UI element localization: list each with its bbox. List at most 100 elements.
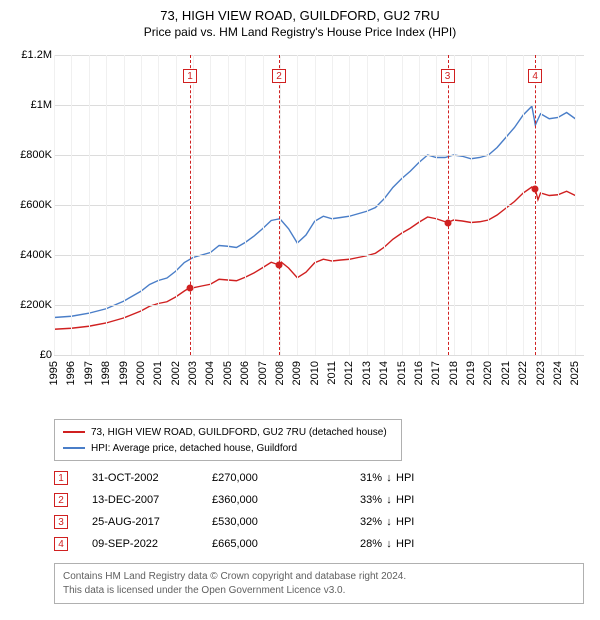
gridline-h xyxy=(54,155,584,156)
gridline-v xyxy=(523,55,524,355)
sale-row-pct: 31% xyxy=(332,472,382,484)
sale-row-pct: 28% xyxy=(332,538,382,550)
x-tick-label: 2013 xyxy=(361,361,373,385)
sale-row-pct: 33% xyxy=(332,494,382,506)
gridline-h xyxy=(54,105,584,106)
gridline-v xyxy=(71,55,72,355)
legend-swatch xyxy=(63,447,85,449)
sale-row-price: £530,000 xyxy=(212,516,332,528)
sale-marker-line xyxy=(279,55,280,355)
x-tick-label: 2005 xyxy=(222,361,234,385)
legend-swatch xyxy=(63,431,85,433)
x-tick-label: 2001 xyxy=(152,361,164,385)
gridline-v xyxy=(158,55,159,355)
x-tick-label: 1997 xyxy=(83,361,95,385)
gridline-v xyxy=(315,55,316,355)
x-tick-label: 2014 xyxy=(378,361,390,385)
sale-row-date: 13-DEC-2007 xyxy=(92,494,212,506)
x-tick-label: 2019 xyxy=(465,361,477,385)
sale-marker-dot xyxy=(532,185,539,192)
x-tick-label: 2020 xyxy=(482,361,494,385)
page-title: 73, HIGH VIEW ROAD, GUILDFORD, GU2 7RU xyxy=(8,8,592,23)
gridline-h xyxy=(54,255,584,256)
gridline-v xyxy=(384,55,385,355)
x-tick-label: 2016 xyxy=(413,361,425,385)
gridline-v xyxy=(106,55,107,355)
gridline-v xyxy=(245,55,246,355)
x-tick-label: 2022 xyxy=(517,361,529,385)
gridline-v xyxy=(349,55,350,355)
x-tick-label: 2015 xyxy=(396,361,408,385)
gridline-v xyxy=(124,55,125,355)
gridline-v xyxy=(488,55,489,355)
sale-row-date: 09-SEP-2022 xyxy=(92,538,212,550)
x-tick-label: 2000 xyxy=(135,361,147,385)
gridline-v xyxy=(297,55,298,355)
sale-marker-dot xyxy=(276,262,283,269)
sales-table: 131-OCT-2002£270,00031%↓HPI213-DEC-2007£… xyxy=(54,467,592,555)
legend: 73, HIGH VIEW ROAD, GUILDFORD, GU2 7RU (… xyxy=(54,419,402,461)
x-tick-label: 2002 xyxy=(170,361,182,385)
gridline-v xyxy=(176,55,177,355)
x-tick-label: 1995 xyxy=(48,361,60,385)
gridline-v xyxy=(332,55,333,355)
gridline-v xyxy=(228,55,229,355)
gridline-v xyxy=(141,55,142,355)
gridline-v xyxy=(471,55,472,355)
gridline-v xyxy=(367,55,368,355)
sale-row: 213-DEC-2007£360,00033%↓HPI xyxy=(54,489,592,511)
legend-label: HPI: Average price, detached house, Guil… xyxy=(91,443,297,454)
sale-row-price: £360,000 xyxy=(212,494,332,506)
down-arrow-icon: ↓ xyxy=(382,494,396,506)
x-tick-label: 2004 xyxy=(204,361,216,385)
down-arrow-icon: ↓ xyxy=(382,472,396,484)
sale-row-date: 25-AUG-2017 xyxy=(92,516,212,528)
chart-plot-area: 1234 xyxy=(54,55,584,355)
sale-marker-line xyxy=(190,55,191,355)
gridline-h xyxy=(54,355,584,356)
sale-marker-dot xyxy=(187,284,194,291)
x-tick-label: 2017 xyxy=(430,361,442,385)
gridline-v xyxy=(454,55,455,355)
x-tick-label: 2006 xyxy=(239,361,251,385)
gridline-v xyxy=(54,55,55,355)
legend-row: 73, HIGH VIEW ROAD, GUILDFORD, GU2 7RU (… xyxy=(63,424,393,440)
sale-row-hpi-label: HPI xyxy=(396,472,426,484)
sale-marker-box: 4 xyxy=(528,69,542,83)
sale-marker-box: 2 xyxy=(272,69,286,83)
x-tick-label: 1998 xyxy=(100,361,112,385)
gridline-v xyxy=(575,55,576,355)
x-tick-label: 2025 xyxy=(569,361,581,385)
x-tick-label: 2024 xyxy=(552,361,564,385)
sale-row-hpi-label: HPI xyxy=(396,494,426,506)
footer-line2: This data is licensed under the Open Gov… xyxy=(63,584,575,598)
gridline-h xyxy=(54,205,584,206)
sale-marker-line xyxy=(448,55,449,355)
gridline-h xyxy=(54,305,584,306)
page-subtitle: Price paid vs. HM Land Registry's House … xyxy=(8,25,592,39)
gridline-v xyxy=(263,55,264,355)
x-tick-label: 1999 xyxy=(118,361,130,385)
x-tick-label: 2011 xyxy=(326,361,338,385)
gridline-v xyxy=(419,55,420,355)
gridline-v xyxy=(541,55,542,355)
x-tick-label: 2012 xyxy=(343,361,355,385)
x-tick-label: 2023 xyxy=(535,361,547,385)
sale-row: 325-AUG-2017£530,00032%↓HPI xyxy=(54,511,592,533)
gridline-v xyxy=(193,55,194,355)
x-tick-label: 2008 xyxy=(274,361,286,385)
sale-row: 131-OCT-2002£270,00031%↓HPI xyxy=(54,467,592,489)
down-arrow-icon: ↓ xyxy=(382,538,396,550)
legend-label: 73, HIGH VIEW ROAD, GUILDFORD, GU2 7RU (… xyxy=(91,427,387,438)
x-tick-label: 1996 xyxy=(65,361,77,385)
sale-row-hpi-label: HPI xyxy=(396,538,426,550)
sale-row-date: 31-OCT-2002 xyxy=(92,472,212,484)
footer-line1: Contains HM Land Registry data © Crown c… xyxy=(63,570,575,584)
y-tick-label: £200K xyxy=(20,299,52,311)
y-tick-label: £1.2M xyxy=(21,49,52,61)
sale-row: 409-SEP-2022£665,00028%↓HPI xyxy=(54,533,592,555)
x-tick-label: 2021 xyxy=(500,361,512,385)
gridline-h xyxy=(54,55,584,56)
y-tick-label: £1M xyxy=(31,99,52,111)
y-tick-label: £0 xyxy=(40,349,52,361)
